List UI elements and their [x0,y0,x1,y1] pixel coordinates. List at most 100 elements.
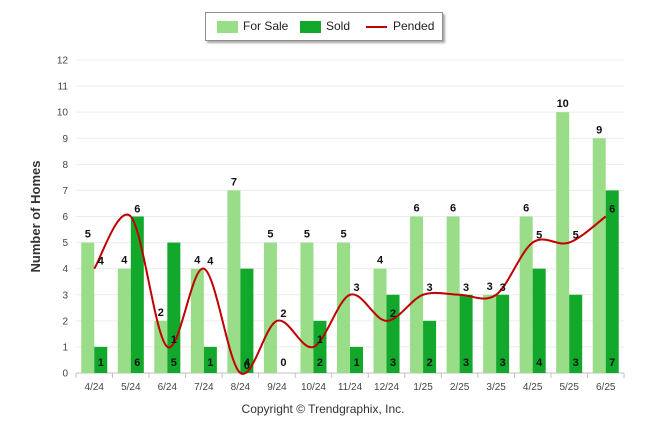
y-axis-title: Number of Homes [28,161,43,273]
data-label-for-sale: 5 [85,229,91,241]
data-label-for-sale: 6 [523,203,529,215]
data-label-for-sale: 5 [304,229,310,241]
x-tick-label: 10/24 [301,382,326,393]
data-label-sold: 1 [98,357,104,369]
x-tick-label: 2/25 [450,382,470,393]
data-label-sold: 3 [573,357,579,369]
bar-for-sale [592,138,606,373]
data-label-sold: 4 [536,357,543,369]
bar-sold [532,268,546,373]
y-tick-label: 6 [62,212,68,223]
bar-for-sale [263,242,277,373]
y-tick-label: 10 [57,108,69,119]
x-tick-label: 4/24 [85,382,105,393]
data-label-sold: 4 [244,357,251,369]
data-label-sold: 2 [427,357,433,369]
data-label-sold: 1 [207,357,213,369]
data-label-pended: 2 [280,308,286,320]
x-tick-label: 3/25 [486,382,506,393]
data-label-sold: 6 [134,357,140,369]
bar-sold [496,294,510,373]
y-tick-label: 4 [62,264,68,275]
data-label-for-sale: 4 [377,255,384,267]
data-label-pended: 1 [171,334,177,346]
y-tick-label: 2 [62,316,68,327]
y-tick-label: 12 [57,56,69,67]
data-label-for-sale: 5 [267,229,273,241]
legend-label-for-sale: For Sale [243,19,289,33]
y-tick-label: 0 [62,369,68,380]
data-label-for-sale: 4 [121,255,128,267]
bar-for-sale [81,242,95,373]
bar-for-sale [117,268,131,373]
legend-swatch-sold [300,21,321,33]
data-label-pended: 4 [98,256,105,268]
y-tick-label: 8 [62,160,68,171]
bar-for-sale [373,268,387,373]
data-label-sold: 2 [317,357,323,369]
data-label-pended: 5 [536,230,542,242]
bar-for-sale [300,242,314,373]
data-label-sold: 3 [463,357,469,369]
y-tick-label: 11 [58,82,69,93]
data-label-for-sale: 4 [194,255,201,267]
bar-sold [386,294,400,373]
bar-sold [459,294,473,373]
data-label-pended: 0 [244,360,250,372]
data-label-sold: 5 [171,357,177,369]
legend-label-sold: Sold [326,19,351,33]
data-label-for-sale: 6 [414,203,420,215]
y-tick-label: 3 [62,290,68,301]
data-label-pended: 3 [463,282,469,294]
line-pended [93,213,607,375]
data-label-pended: 6 [134,204,140,216]
bar-sold [203,346,217,373]
x-tick-label: 5/24 [121,382,141,393]
x-tick-label: 11/24 [338,382,363,393]
bar-sold [569,294,583,373]
bar-sold [605,190,619,373]
x-tick-label: 7/24 [194,382,214,393]
x-tick-label: 12/24 [374,382,399,393]
data-label-for-sale: 6 [450,203,456,215]
data-label-sold: 0 [280,357,286,369]
data-label-pended: 2 [390,308,396,320]
data-label-sold: 1 [353,357,359,369]
bar-for-sale [190,268,204,373]
data-label-for-sale: 3 [487,281,493,293]
data-label-pended: 6 [609,204,615,216]
y-tick-label: 7 [62,186,68,197]
data-label-pended: 3 [500,282,506,294]
chart-legend: For Sale Sold Pended [205,12,443,41]
bar-for-sale [483,294,497,373]
bar-for-sale [227,190,241,373]
x-tick-label: 4/25 [523,382,543,393]
x-tick-label: 9/24 [267,382,287,393]
y-tick-label: 1 [62,342,68,353]
data-label-for-sale: 2 [158,307,164,319]
bar-for-sale [519,216,533,373]
bar-for-sale [410,216,424,373]
data-label-for-sale: 7 [231,176,237,188]
bar-for-sale [154,320,168,373]
data-label-sold: 7 [609,357,615,369]
data-label-pended: 3 [427,282,433,294]
data-label-for-sale: 9 [596,124,602,136]
data-label-sold: 3 [500,357,506,369]
bar-sold [94,346,108,373]
data-label-pended: 3 [353,282,359,294]
y-tick-label: 5 [62,238,68,249]
legend-swatch-pended [366,26,387,28]
bar-sold [167,242,181,373]
x-tick-label: 5/25 [559,382,579,393]
x-tick-label: 6/25 [596,382,616,393]
bar-sold [130,216,144,373]
data-label-pended: 5 [573,230,579,242]
data-label-sold: 3 [390,357,396,369]
x-tick-label: 6/24 [158,382,178,393]
bar-sold [350,346,363,373]
data-label-pended: 4 [207,256,214,268]
copyright-text: Copyright © Trendgraphix, Inc. [241,402,405,416]
